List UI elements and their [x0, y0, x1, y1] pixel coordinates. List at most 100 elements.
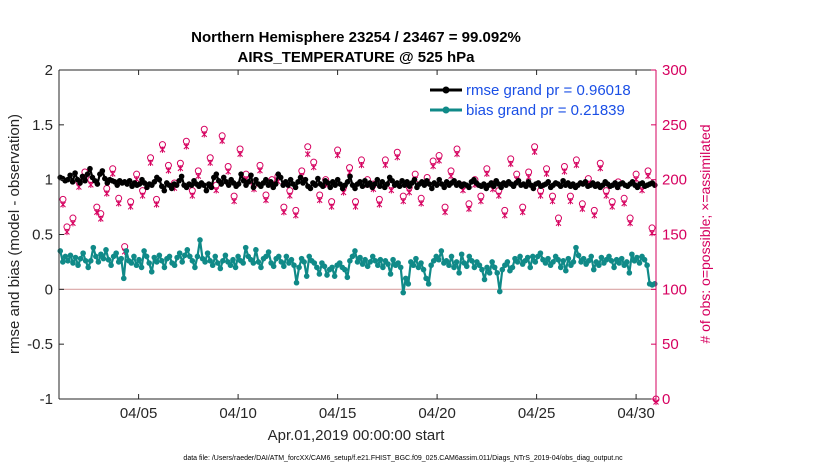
x-axis-label: Apr.01,2019 00:00:00 start	[268, 427, 446, 444]
rmse-point	[64, 176, 71, 183]
bias-point	[367, 259, 374, 265]
bias-point	[555, 256, 561, 263]
bias-point	[606, 253, 612, 260]
rmse-point	[114, 182, 121, 188]
rmse-point	[436, 176, 443, 183]
rmse-point	[362, 177, 368, 184]
bias-point	[496, 288, 503, 295]
bias-point	[156, 252, 163, 259]
bias-point	[415, 264, 422, 271]
rmse-point	[94, 181, 101, 187]
rmse-point	[396, 183, 403, 190]
bias-point	[138, 264, 145, 271]
bias-point	[258, 264, 264, 271]
obs-assimilated-marker	[237, 151, 243, 158]
rmse-point	[245, 179, 252, 185]
bias-point	[362, 256, 368, 263]
legend-rmse-label: rmse grand pr = 0.96018	[466, 82, 631, 99]
bias-point	[590, 266, 597, 273]
bias-point	[560, 258, 567, 264]
legend: rmse grand pr = 0.96018 bias grand pr = …	[430, 82, 631, 119]
bias-point	[418, 260, 424, 266]
rmse-point	[225, 182, 232, 188]
right-tick-label: 0	[662, 391, 670, 408]
bias-point	[118, 255, 125, 262]
bias-point	[321, 263, 328, 270]
bias-point	[420, 266, 427, 273]
bias-point	[489, 259, 495, 265]
bias-point	[270, 263, 277, 270]
obs-assimilated-marker	[597, 165, 604, 172]
obs-assimilated-marker	[579, 205, 586, 213]
obs-assimilated-marker	[328, 203, 335, 210]
bias-point	[532, 259, 539, 265]
obs-assimilated-marker	[147, 159, 154, 167]
bias-point	[443, 258, 450, 264]
rmse-point	[352, 185, 358, 192]
rmse-point	[173, 182, 180, 188]
obs-assimilated-marker	[436, 157, 442, 164]
bias-point	[60, 259, 66, 265]
bias-point	[545, 255, 551, 262]
bias-point	[400, 289, 407, 296]
rmse-point	[268, 179, 274, 185]
rmse-point	[67, 172, 73, 179]
rmse-point	[238, 171, 244, 177]
rmse-point	[82, 177, 88, 184]
bias-point	[453, 259, 460, 265]
obs-assimilated-marker	[207, 159, 214, 167]
bias-point	[651, 281, 658, 287]
bias-point	[476, 262, 483, 269]
obs-assimilated-marker	[609, 203, 616, 210]
bias-point	[217, 265, 224, 272]
obs-assimilated-marker	[93, 209, 100, 216]
bias-point	[380, 264, 386, 271]
bias-point	[573, 244, 579, 251]
bias-point	[250, 260, 257, 266]
bias-point	[527, 264, 534, 271]
x-tick-label: 04/20	[418, 405, 456, 422]
bias-point	[240, 260, 246, 266]
rmse-point	[287, 176, 294, 183]
obs-assimilated-marker	[115, 200, 122, 207]
rmse-point	[433, 182, 440, 188]
bias-point	[113, 250, 119, 256]
bias-point	[80, 250, 86, 256]
bias-point	[349, 253, 356, 260]
obs-assimilated-marker	[201, 131, 208, 138]
bias-point	[423, 275, 429, 282]
rmse-point	[203, 187, 210, 194]
bias-point	[242, 244, 249, 251]
bias-point	[375, 262, 381, 269]
bias-point	[90, 244, 97, 251]
obs-assimilated-marker	[621, 200, 628, 207]
bias-point	[108, 262, 114, 269]
rmse-point	[253, 176, 259, 183]
obs-assimilated-marker	[478, 198, 484, 205]
rmse-point	[490, 183, 497, 190]
rmse-point	[277, 174, 284, 181]
rmse-point	[560, 177, 566, 184]
bias-point	[275, 253, 282, 260]
x-axis-ticks: 04/05 04/10 04/15 04/20 04/25 04/30	[120, 70, 655, 422]
bias-point	[563, 267, 569, 274]
bias-point	[154, 259, 160, 265]
bias-point	[565, 255, 572, 262]
bias-point	[281, 263, 287, 270]
bias-point	[469, 258, 475, 264]
rmse-point	[141, 180, 148, 186]
obs-assimilated-marker	[567, 198, 574, 205]
bias-point	[253, 247, 259, 253]
rmse-point	[451, 177, 457, 184]
bias-point	[517, 253, 523, 260]
bias-point	[67, 252, 74, 259]
rmse-point	[530, 185, 537, 192]
bias-point	[171, 262, 178, 269]
bias-point	[75, 262, 81, 269]
bias-point	[288, 256, 295, 263]
bias-point	[385, 261, 391, 267]
rmse-point	[292, 184, 299, 191]
obs-assimilated-marker	[561, 168, 568, 175]
obs-assimilated-marker	[316, 197, 323, 204]
bias-point	[537, 250, 544, 256]
